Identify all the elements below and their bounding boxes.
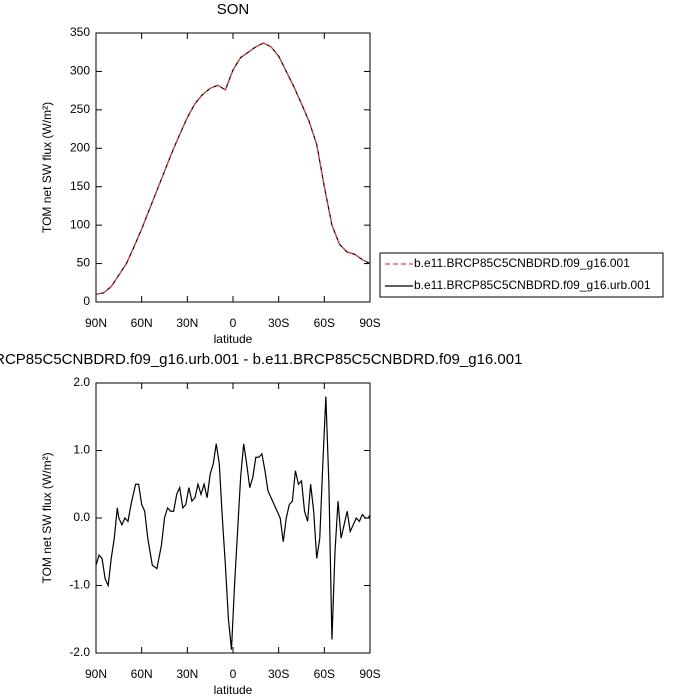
- x-tick-label: 60S: [314, 667, 335, 681]
- y-tick-label: 200: [70, 140, 90, 154]
- y-tick-label: -1.0: [69, 578, 90, 592]
- data-line: [95, 42, 371, 295]
- x-tick-label: 60N: [131, 316, 153, 330]
- y-tick-label: 2.0: [73, 375, 90, 389]
- x-tick-label: 60N: [131, 667, 153, 681]
- y-tick-label: 0: [83, 294, 90, 308]
- legend-label: b.e11.BRCP85C5CNBDRD.f09_g16.001: [414, 256, 630, 270]
- data-line: [95, 42, 371, 295]
- x-tick-label: 30N: [176, 667, 198, 681]
- y-tick-label: 300: [70, 64, 90, 78]
- legend-box: [379, 252, 664, 298]
- x-tick-label: 90N: [85, 316, 107, 330]
- y-axis-label: TOM net SW flux (W/m²): [40, 102, 54, 233]
- chart-title: b.e11.BRCP85C5CNBDRD.f09_g16.urb.001 - b…: [0, 351, 522, 368]
- x-tick-label: 90S: [359, 667, 380, 681]
- x-tick-label: 30N: [176, 316, 198, 330]
- y-tick-label: 100: [70, 217, 90, 231]
- data-line: [95, 396, 371, 650]
- chart-title: SON: [217, 1, 250, 18]
- x-tick-label: 90S: [359, 316, 380, 330]
- y-tick-label: -2.0: [69, 645, 90, 659]
- x-tick-label: 90N: [85, 667, 107, 681]
- y-tick-label: 250: [70, 102, 90, 116]
- y-tick-label: 0.0: [73, 510, 90, 524]
- plot-frame: [95, 382, 371, 654]
- x-tick-label: 30S: [268, 316, 289, 330]
- y-axis-label: TOM net SW flux (W/m²): [40, 452, 54, 583]
- legend-label: b.e11.BRCP85C5CNBDRD.f09_g16.urb.001: [414, 278, 651, 292]
- x-tick-label: 60S: [314, 316, 335, 330]
- x-axis-label: latitude: [214, 332, 253, 346]
- y-tick-label: 50: [77, 256, 91, 270]
- x-tick-label: 0: [230, 316, 237, 330]
- x-tick-label: 30S: [268, 667, 289, 681]
- x-tick-label: 0: [230, 667, 237, 681]
- plot-frame: [95, 32, 371, 303]
- y-tick-label: 1.0: [73, 443, 90, 457]
- y-tick-label: 350: [70, 25, 90, 39]
- y-tick-label: 150: [70, 179, 90, 193]
- x-axis-label: latitude: [214, 683, 253, 697]
